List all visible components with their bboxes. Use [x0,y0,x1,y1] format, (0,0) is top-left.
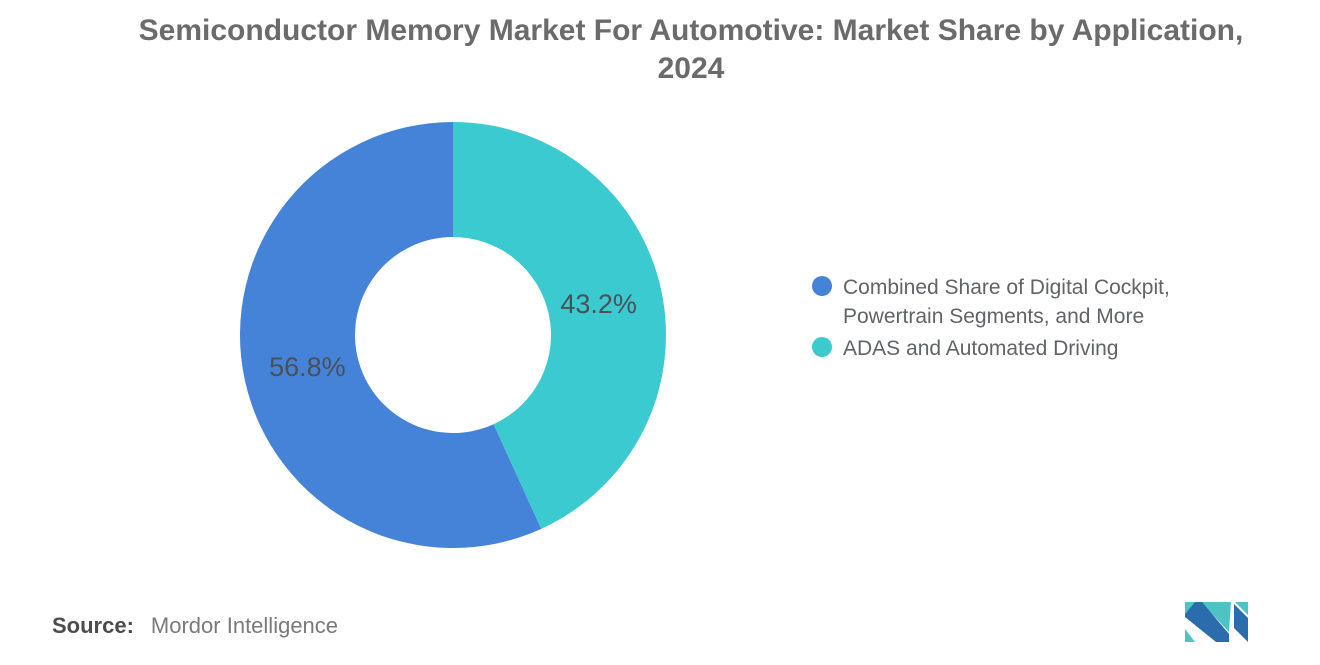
chart-title-line-1: Semiconductor Memory Market For Automoti… [138,14,1244,47]
logo-shape-bottom-left-teal [1185,629,1195,642]
legend-item-1[interactable]: ADAS and Automated Driving [812,334,1211,363]
legend: Combined Share of Digital Cockpit, Power… [812,273,1211,363]
logo-shape-main-blue-diagonal [1185,602,1229,642]
chart-title-line-2: 2024 [657,52,725,85]
legend-label-0: Combined Share of Digital Cockpit, Power… [843,276,1170,328]
source-label: Source: [52,613,134,638]
logo-shape-top-right-teal [1235,602,1248,615]
legend-marker-0-icon [812,276,832,296]
logo-shape-mid-teal [1201,602,1231,632]
legend-item-0[interactable]: Combined Share of Digital Cockpit, Power… [812,273,1211,331]
donut-chart: 56.8% 43.2% [239,122,666,548]
pie-slice-1[interactable] [453,122,666,529]
legend-label-1: ADAS and Automated Driving [843,337,1119,360]
logo-shape-right-blue [1234,604,1248,642]
legend-marker-1-icon [812,337,832,357]
pie-slice-label-0: 56.8% [269,352,346,382]
source-note: Source: Mordor Intelligence [52,611,338,641]
logo-shape-top-left-teal [1185,602,1195,614]
source-value: Mordor Intelligence [150,613,339,638]
pie-slice-0[interactable] [239,122,542,548]
mordor-intelligence-logo [1185,602,1248,642]
chart-title: Semiconductor Memory Market For Automoti… [62,12,1320,88]
pie-slice-label-1: 43.2% [560,289,637,319]
